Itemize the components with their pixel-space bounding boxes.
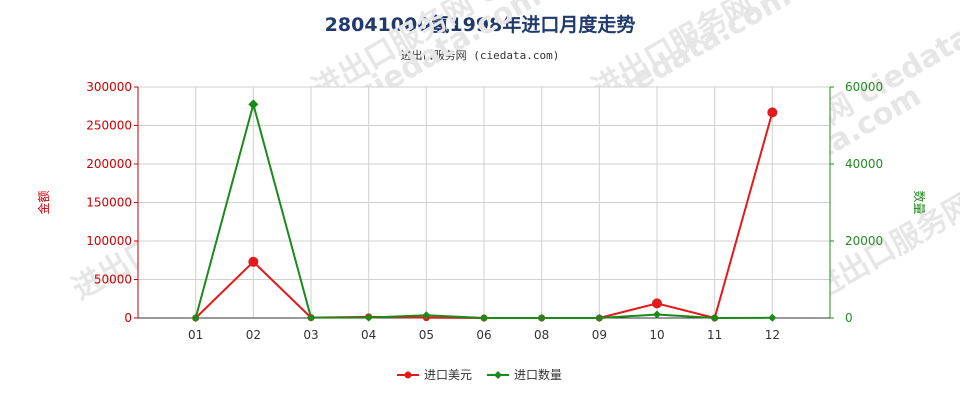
legend-label-1: 进口美元 xyxy=(424,368,472,382)
x-tick-label: 12 xyxy=(765,328,780,342)
series-point-2 xyxy=(248,99,259,110)
left-axis-title: 金额 xyxy=(36,190,51,214)
right-tick-label: 0 xyxy=(845,311,853,325)
left-tick-label: 50000 xyxy=(94,273,132,287)
series-point-1 xyxy=(767,107,778,118)
chart-subtitle: 进出口服务网 (ciedata.com) xyxy=(400,49,560,62)
x-tick-label: 10 xyxy=(649,328,664,342)
left-tick-label: 250000 xyxy=(86,119,132,133)
right-tick-label: 20000 xyxy=(845,234,883,248)
series-point-2 xyxy=(191,314,200,322)
series-point-2 xyxy=(480,314,488,322)
chart-title: 28041000氢1998年进口月度走势 xyxy=(324,14,636,36)
x-tick-label: 02 xyxy=(246,328,261,342)
x-tick-label: 01 xyxy=(188,328,203,342)
series-point-2 xyxy=(422,311,431,320)
legend-marker-2 xyxy=(494,371,502,379)
series-point-2 xyxy=(710,314,719,322)
x-tick-label: 06 xyxy=(476,328,491,342)
series-point-1 xyxy=(248,256,259,267)
series-point-2 xyxy=(364,313,373,322)
left-tick-label: 100000 xyxy=(86,234,132,248)
right-axis-title: 数量 xyxy=(912,190,927,214)
x-tick-label: 08 xyxy=(534,328,549,342)
x-tick-label: 05 xyxy=(419,328,434,342)
right-tick-label: 40000 xyxy=(845,157,883,171)
series-point-2 xyxy=(653,310,661,319)
left-tick-label: 0 xyxy=(124,311,132,325)
left-tick-label: 150000 xyxy=(86,196,132,210)
series-point-1 xyxy=(652,298,662,309)
legend-label-2: 进口数量 xyxy=(514,367,562,382)
left-tick-label: 200000 xyxy=(86,157,132,171)
x-tick-label: 11 xyxy=(707,328,722,342)
left-tick-label: 300000 xyxy=(86,80,132,94)
x-tick-label: 03 xyxy=(303,328,318,342)
series-point-2 xyxy=(537,314,546,322)
series-point-2 xyxy=(307,313,315,322)
legend-marker-1 xyxy=(404,371,412,379)
right-tick-label: 60000 xyxy=(845,80,883,94)
series-point-2 xyxy=(768,313,777,322)
series-point-2 xyxy=(595,314,604,322)
x-tick-label: 04 xyxy=(361,328,376,342)
x-tick-label: 09 xyxy=(592,328,607,342)
